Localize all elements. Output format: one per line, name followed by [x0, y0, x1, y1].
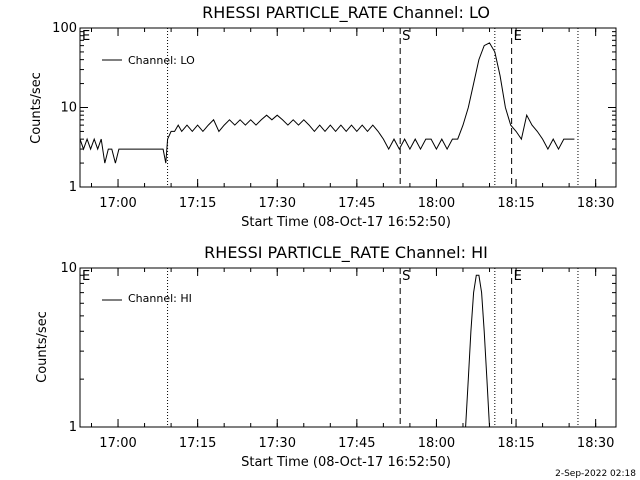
x-tick-label: 18:00 [418, 196, 455, 211]
y-tick-label: 10 [60, 101, 77, 116]
event-marker-label: E [514, 29, 522, 44]
x-axis-label: Start Time (08-Oct-17 16:52:50) [241, 215, 451, 230]
y-axis-label: Counts/sec [29, 72, 44, 144]
x-tick-label: 17:45 [338, 196, 375, 211]
x-tick-label: 18:00 [418, 436, 455, 451]
panel-hi: RHESSI PARTICLE_RATE Channel: HI Start T… [35, 243, 617, 470]
event-marker-label: E [82, 269, 90, 284]
x-tick-label: 17:00 [99, 196, 136, 211]
event-marker-label: E [514, 269, 522, 284]
chart-title: RHESSI PARTICLE_RATE Channel: HI [204, 243, 488, 263]
footer-timestamp: 2-Sep-2022 02:18 [555, 469, 636, 479]
x-tick-label: 17:00 [99, 436, 136, 451]
series-line [79, 42, 575, 164]
x-tick-label: 17:30 [259, 196, 296, 211]
event-marker-label: S [402, 269, 410, 284]
legend-label: Channel: LO [128, 54, 195, 67]
event-marker-label: S [402, 29, 410, 44]
event-marker-label: E [82, 29, 90, 44]
x-tick-label: 18:15 [497, 436, 534, 451]
x-tick-label: 17:15 [179, 196, 216, 211]
series-line [465, 274, 490, 428]
chart-title: RHESSI PARTICLE_RATE Channel: LO [202, 3, 490, 23]
x-tick-label: 17:15 [179, 436, 216, 451]
y-tick-label: 10 [60, 261, 77, 276]
x-axis-label: Start Time (08-Oct-17 16:52:50) [241, 455, 451, 470]
x-tick-label: 18:30 [577, 196, 614, 211]
plot-frame [79, 267, 617, 428]
x-tick-label: 17:30 [259, 436, 296, 451]
x-tick-label: 17:45 [338, 436, 375, 451]
y-tick-label: 1 [69, 180, 77, 195]
panel-lo: RHESSI PARTICLE_RATE Channel: LO Start T… [29, 3, 617, 230]
legend-label: Channel: HI [128, 292, 192, 305]
x-tick-label: 18:30 [577, 436, 614, 451]
y-tick-label: 1 [69, 420, 77, 435]
x-tick-label: 18:15 [497, 196, 534, 211]
y-tick-label: 100 [52, 21, 77, 36]
y-axis-label: Counts/sec [35, 311, 50, 383]
